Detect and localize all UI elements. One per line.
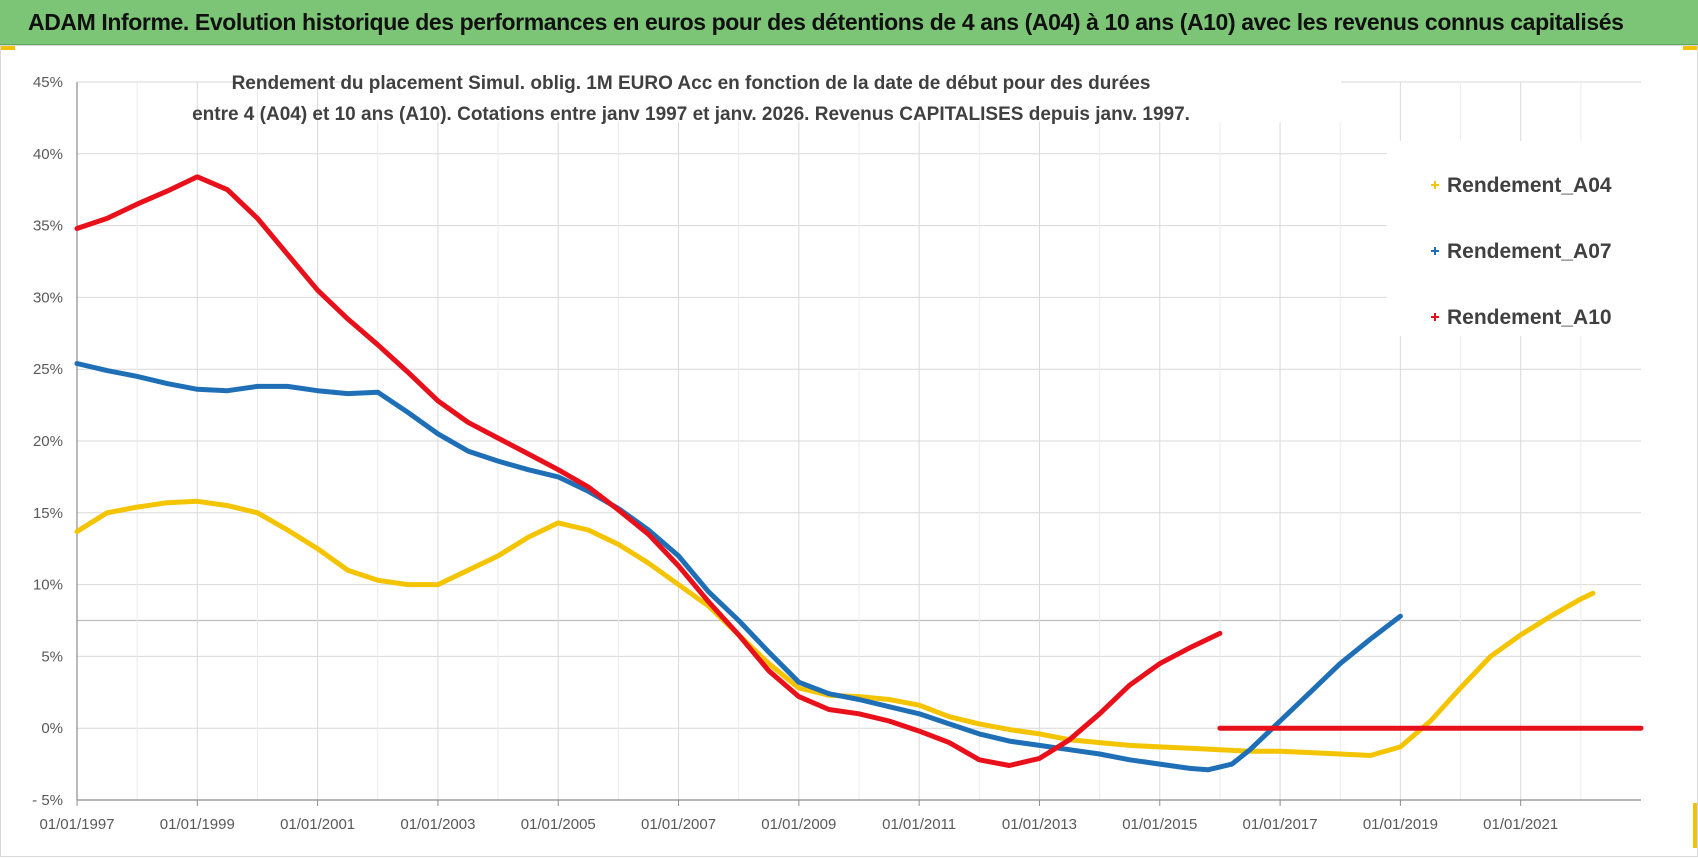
- corner-mark-top-left: [1, 46, 15, 50]
- title-backing: [341, 60, 1341, 122]
- legend-item: Rendement_A07: [1431, 240, 1612, 263]
- x-tick-label: 01/01/1999: [160, 816, 235, 833]
- legend-item: Rendement_A04: [1431, 174, 1612, 197]
- corner-mark-bottom-right: [1693, 803, 1697, 848]
- x-tick-label: 01/01/2003: [400, 816, 475, 833]
- legend-label: Rendement_A10: [1447, 306, 1612, 329]
- y-tick-label: 20%: [33, 433, 63, 450]
- banner-title: ADAM Informe. Evolution historique des p…: [28, 8, 1624, 35]
- x-tick-label: 01/01/2005: [521, 816, 596, 833]
- x-tick-label: 01/01/2017: [1243, 816, 1318, 833]
- y-tick-label: - 5%: [32, 792, 63, 809]
- chart-frame: - 5% 0% 5% 10% 15% 20% 25% 30% 35% 40% 45% 01/01/19…: [0, 45, 1698, 857]
- y-tick-label: 45%: [33, 74, 63, 91]
- y-tick-label: 30%: [33, 289, 63, 306]
- legend-item: Rendement_A10: [1431, 306, 1612, 329]
- x-tick-label: 01/01/2019: [1363, 816, 1438, 833]
- x-tick-label: 01/01/2009: [761, 816, 836, 833]
- x-tick-label: 01/01/2021: [1483, 816, 1558, 833]
- chart-title-line: entre 4 (A04) et 10 ans (A10). Cotations…: [192, 104, 1190, 125]
- legend-label: Rendement_A07: [1447, 240, 1612, 263]
- x-tick-label: 01/01/2011: [882, 816, 956, 833]
- y-tick-label: 40%: [33, 146, 63, 163]
- x-tick-label: 01/01/2015: [1122, 816, 1197, 833]
- legend-box: [1387, 141, 1641, 336]
- series-line-rendement-a04: [74, 498, 1596, 758]
- y-tick-label: 0%: [41, 720, 63, 737]
- y-tick-label: 35%: [33, 218, 63, 235]
- y-tick-label: 15%: [33, 505, 63, 522]
- banner: ADAM Informe. Evolution historique des p…: [0, 0, 1698, 45]
- chart-title-line: Rendement du placement Simul. oblig. 1M …: [232, 73, 1151, 94]
- series-layer: [74, 174, 1644, 773]
- line-chart: - 5% 0% 5% 10% 15% 20% 25% 30% 35% 40% 45% 01/01/19…: [32, 60, 1644, 833]
- chart-title-block: Rendement du placement Simul. oblig. 1M …: [192, 60, 1341, 125]
- x-tick-label: 01/01/2001: [280, 816, 355, 833]
- y-tick-label: 25%: [33, 361, 63, 378]
- y-tick-label: 5%: [41, 648, 63, 665]
- legend: Rendement_A04 Rendement_A07 Rendement_A10: [1387, 141, 1641, 336]
- x-tick-label: 01/01/1997: [39, 816, 114, 833]
- x-tick-label: 01/01/2007: [641, 816, 716, 833]
- legend-label: Rendement_A04: [1447, 174, 1612, 197]
- series-line-rendement-a10: [74, 174, 1223, 768]
- series-line-rendement-a07: [74, 361, 1403, 773]
- x-tick-label: 01/01/2013: [1002, 816, 1077, 833]
- corner-mark-top-right: [1683, 46, 1697, 50]
- axis-layer: - 5% 0% 5% 10% 15% 20% 25% 30% 35% 40% 45% 01/01/19…: [32, 74, 1641, 833]
- y-tick-label: 10%: [33, 577, 63, 594]
